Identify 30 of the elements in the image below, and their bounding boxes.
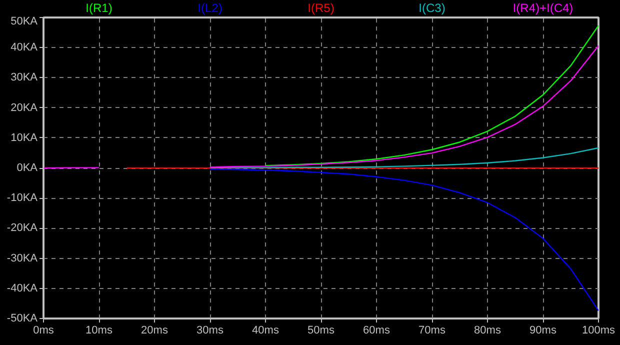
text: I(C3) [418, 1, 446, 15]
x-tick-label: 0ms [33, 324, 54, 336]
text: I(R1) [86, 1, 112, 15]
y-tick-label: -40KA [6, 282, 38, 294]
x-tick-label: 30ms [196, 324, 224, 336]
y-tick-label: -30KA [6, 252, 38, 264]
y-tick-label: -50KA [6, 312, 38, 324]
text: I(R5) [308, 1, 334, 15]
x-tick-label: 50ms [308, 324, 335, 336]
x-tick-label: 100ms [582, 324, 616, 336]
y-tick-label: 20KA [10, 102, 38, 114]
x-tick-label: 20ms [141, 324, 168, 336]
x-tick-label: 60ms [363, 324, 390, 336]
y-tick-label: -20KA [6, 222, 38, 234]
y-tick-label: 40KA [10, 42, 38, 54]
y-tick-label: 0KA [16, 162, 38, 174]
y-tick-label: 30KA [10, 72, 38, 84]
line-series [209, 147, 598, 168]
x-tick-label: 10ms [86, 324, 113, 336]
y-tick-label: 10KA [10, 132, 38, 144]
text: I(R4)+I(C4) [512, 1, 574, 15]
line-series [264, 25, 598, 166]
x-tick-label: 90ms [530, 324, 557, 336]
y-tick-label: 50KA [10, 16, 38, 28]
x-tick-label: 80ms [474, 324, 502, 336]
line-series [209, 168, 598, 312]
y-tick-label: -10KA [6, 192, 38, 204]
x-tick-label: 40ms [252, 324, 280, 336]
text: I(L2) [198, 1, 222, 15]
x-tick-label: 70ms [418, 324, 446, 336]
